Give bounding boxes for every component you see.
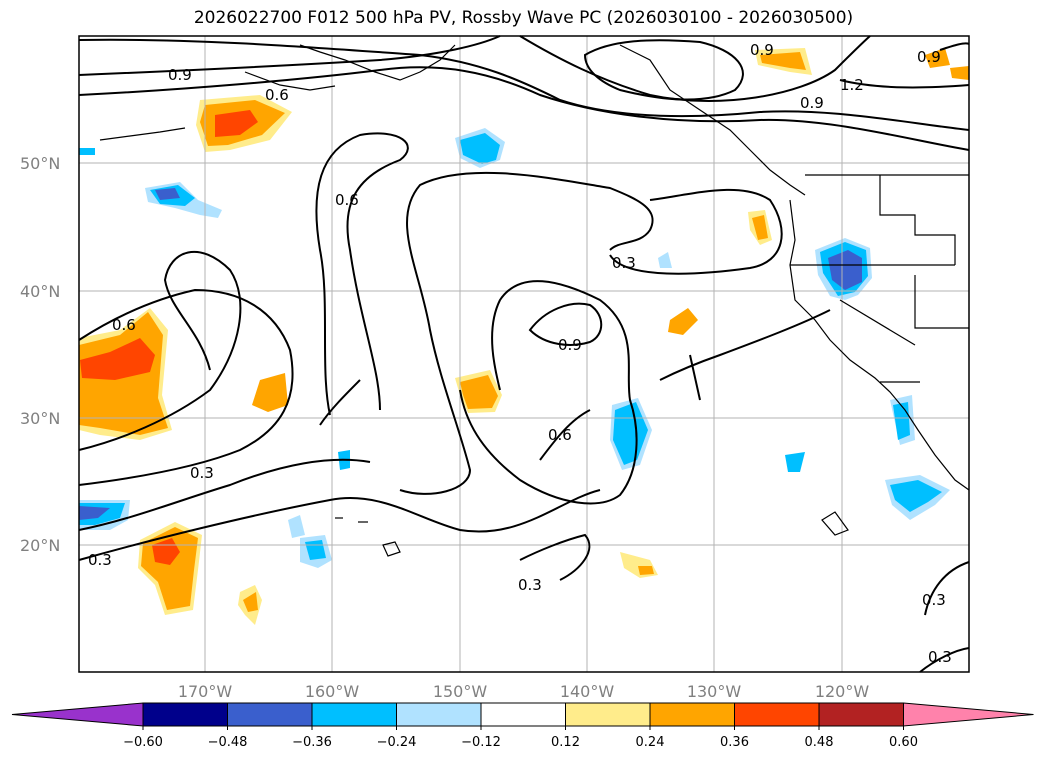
colorbar-tick-label: 0.36 <box>720 735 749 750</box>
coastlines <box>99 44 970 557</box>
colorbar-segment <box>480 702 566 727</box>
colorbar-tick-label: −0.12 <box>461 735 501 750</box>
contour-label: 0.9 <box>558 336 582 354</box>
contour-label: 0.6 <box>335 191 359 209</box>
colorbar-segment <box>734 702 820 727</box>
contour-label: 0.9 <box>168 66 192 84</box>
positive-anomaly <box>950 66 969 80</box>
lon-label: 140°W <box>560 682 615 701</box>
colorbar-segment <box>396 702 482 727</box>
contour-label: 0.9 <box>800 94 824 112</box>
longitude-labels: 170°W 160°W 150°W 140°W 130°W 120°W <box>178 682 870 701</box>
negative-anomaly <box>460 133 500 164</box>
positive-anomaly <box>243 592 258 612</box>
positive-anomaly <box>668 308 698 335</box>
positive-anomaly <box>215 110 258 137</box>
contour-label: 1.2 <box>840 76 864 94</box>
contour-label: 0.3 <box>928 648 952 666</box>
contour-label: 0.3 <box>612 254 636 272</box>
latitude-labels: 50°N 40°N 30°N 20°N <box>20 154 60 555</box>
pv-contours <box>78 35 970 673</box>
contour-label: 0.9 <box>750 41 774 59</box>
colorbar-extend-high <box>903 702 1034 727</box>
positive-anomaly <box>252 373 288 412</box>
positive-anomaly <box>925 48 950 68</box>
positive-anomaly <box>752 215 768 240</box>
contour-label: 0.6 <box>548 426 572 444</box>
colorbar-segment <box>565 702 651 727</box>
contour-label: 0.3 <box>922 591 946 609</box>
contour-label: 0.6 <box>265 86 289 104</box>
lat-label: 40°N <box>20 282 60 301</box>
negative-anomaly <box>155 188 180 200</box>
colorbar: −0.60 −0.48 −0.36 −0.24 −0.12 0.12 0.24 0.36 0.4… <box>11 702 1034 750</box>
map-title: 2026022700 F012 500 hPa PV, Rossby Wave … <box>193 8 854 28</box>
colorbar-tick-label: −0.24 <box>377 735 417 750</box>
lat-label: 30°N <box>20 409 60 428</box>
contour-label: 0.6 <box>112 316 136 334</box>
colorbar-segment <box>311 702 397 727</box>
colorbar-extend-low <box>11 702 144 727</box>
negative-anomaly <box>658 252 672 268</box>
contour-labels: 0.9 0.6 0.6 0.6 0.3 0.9 0.6 0.3 0.3 0.3 … <box>88 41 952 666</box>
contour-label: 0.3 <box>190 464 214 482</box>
negative-anomaly <box>890 480 942 512</box>
lon-label: 150°W <box>433 682 488 701</box>
colorbar-tick-label: 0.12 <box>551 735 580 750</box>
positive-anomaly <box>80 338 155 380</box>
contour-label: 0.9 <box>917 48 941 66</box>
colorbar-tick-label: −0.36 <box>292 735 332 750</box>
contour-label: 0.3 <box>88 551 112 569</box>
contour-label: 0.3 <box>518 576 542 594</box>
lon-label: 130°W <box>687 682 742 701</box>
gridlines <box>79 36 969 672</box>
negative-anomaly <box>785 452 805 472</box>
colorbar-segment <box>142 702 228 727</box>
colorbar-tick-label: 0.60 <box>889 735 918 750</box>
lon-label: 120°W <box>815 682 870 701</box>
colorbar-tick-label: −0.48 <box>208 735 248 750</box>
lon-label: 160°W <box>305 682 360 701</box>
lat-label: 50°N <box>20 154 60 173</box>
negative-anomaly <box>828 250 862 290</box>
negative-anomaly <box>79 506 110 520</box>
lon-label: 170°W <box>178 682 233 701</box>
positive-anomaly <box>760 52 806 70</box>
negative-anomaly <box>79 148 95 155</box>
colorbar-segment <box>649 702 735 727</box>
colorbar-segment <box>227 702 313 727</box>
colorbar-segment <box>818 702 904 727</box>
colorbar-tick-label: 0.24 <box>636 735 665 750</box>
colorbar-tick-label: 0.48 <box>805 735 834 750</box>
pv-shading <box>79 48 969 625</box>
positive-anomaly <box>460 375 498 409</box>
colorbar-tick-label: −0.60 <box>123 735 163 750</box>
lat-label: 20°N <box>20 536 60 555</box>
negative-anomaly <box>288 515 305 538</box>
map-border <box>78 35 970 673</box>
positive-anomaly <box>638 566 654 575</box>
